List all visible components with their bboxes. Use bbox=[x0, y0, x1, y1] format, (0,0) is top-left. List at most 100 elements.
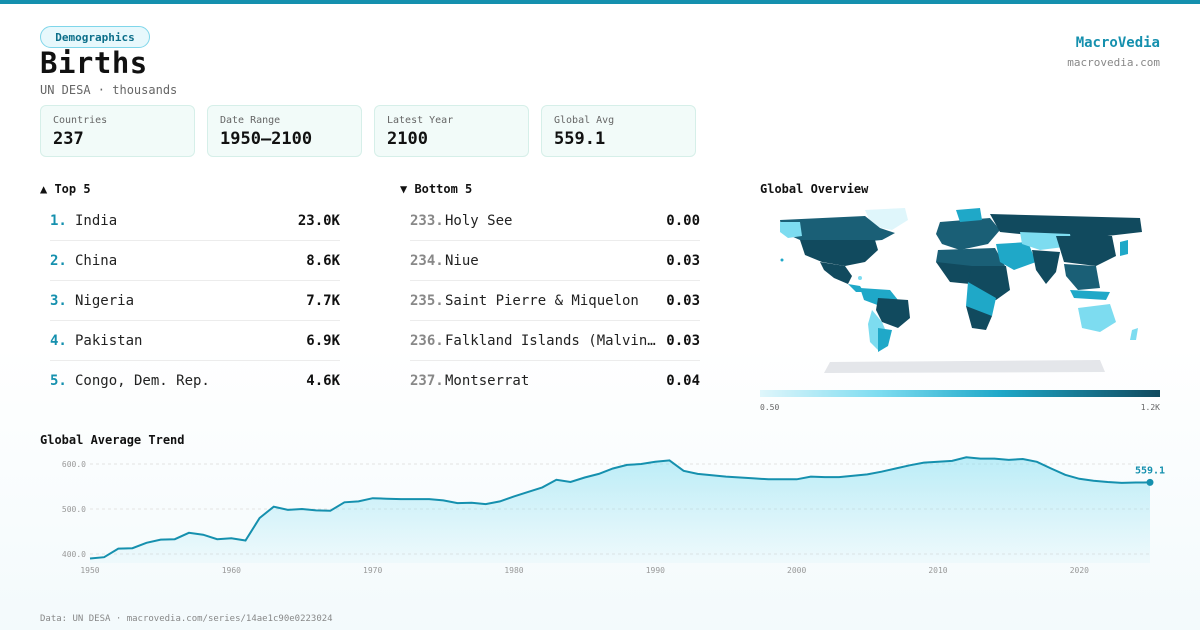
bottom5-row[interactable]: 237. Montserrat 0.04 bbox=[410, 361, 700, 401]
x-tick-label: 2020 bbox=[1070, 566, 1089, 575]
trend-chart[interactable]: 400.0 500.0 600.0 1950 1960 1970 1980 1990 2000 2… bbox=[0, 455, 1200, 580]
map-region-antarctica bbox=[824, 360, 1105, 373]
page-subtitle: UN DESA · thousands bbox=[40, 83, 178, 97]
stat-value: 237 bbox=[53, 129, 84, 149]
stat-card-date-range: Date Range 1950–2100 bbox=[207, 105, 362, 157]
top5-heading: ▲ Top 5 bbox=[40, 182, 91, 196]
rank-number: 235. bbox=[410, 292, 444, 309]
stat-label: Global Avg bbox=[554, 115, 615, 126]
map-region-greenland bbox=[865, 208, 908, 230]
trend-end-dot bbox=[1146, 478, 1154, 486]
map-region-india bbox=[1032, 250, 1060, 284]
x-tick-label: 1960 bbox=[222, 566, 241, 575]
stat-value: 1950–2100 bbox=[220, 129, 313, 149]
country-name: Niue bbox=[445, 252, 479, 269]
map-region-central-america bbox=[848, 284, 864, 292]
country-value: 0.03 bbox=[666, 252, 700, 269]
stat-value: 559.1 bbox=[554, 129, 606, 149]
bottom5-row[interactable]: 235. Saint Pierre & Miquelon 0.03 bbox=[410, 281, 700, 321]
x-tick-label: 1950 bbox=[80, 566, 99, 575]
top5-row[interactable]: 2. China 8.6K bbox=[50, 241, 340, 281]
top5-row[interactable]: 5. Congo, Dem. Rep. 4.6K bbox=[50, 361, 340, 401]
rank-number: 237. bbox=[410, 373, 444, 389]
trend-end-label: 559.1 bbox=[1135, 465, 1165, 476]
rank-number: 233. bbox=[410, 212, 444, 229]
x-tick-label: 1980 bbox=[504, 566, 523, 575]
world-choropleth-map[interactable] bbox=[760, 200, 1160, 385]
color-scale-min: 0.50 bbox=[760, 403, 780, 412]
rank-number: 5. bbox=[50, 373, 67, 389]
country-name: Montserrat bbox=[445, 373, 530, 389]
map-region-southeast-asia bbox=[1064, 264, 1100, 290]
map-region-scandinavia bbox=[956, 208, 982, 222]
top5-row[interactable]: 4. Pakistan 6.9K bbox=[50, 321, 340, 361]
country-name: India bbox=[75, 212, 118, 229]
map-region-hawaii bbox=[780, 258, 784, 262]
rank-number: 234. bbox=[410, 252, 444, 269]
world-map-svg bbox=[780, 208, 1142, 373]
top-accent-bar bbox=[0, 0, 1200, 4]
map-region-europe bbox=[936, 218, 1000, 250]
map-region-china bbox=[1056, 236, 1116, 266]
map-region-new-zealand bbox=[1130, 328, 1138, 340]
map-region-russia bbox=[990, 214, 1142, 238]
map-region-brazil bbox=[876, 298, 910, 328]
map-region-argentina bbox=[878, 328, 892, 352]
top5-row[interactable]: 3. Nigeria 7.7K bbox=[50, 281, 340, 321]
rank-number: 3. bbox=[50, 292, 67, 309]
country-value: 23.0K bbox=[297, 212, 340, 229]
stat-value: 2100 bbox=[387, 129, 428, 149]
map-heading: Global Overview bbox=[760, 182, 869, 196]
rank-number: 2. bbox=[50, 252, 67, 269]
x-tick-label: 1990 bbox=[646, 566, 665, 575]
country-name: Holy See bbox=[445, 212, 513, 229]
x-tick-label: 2000 bbox=[787, 566, 806, 575]
stat-card-global-avg: Global Avg 559.1 bbox=[541, 105, 696, 157]
country-value: 0.04 bbox=[666, 373, 700, 389]
trend-heading: Global Average Trend bbox=[40, 433, 185, 447]
country-name: Pakistan bbox=[75, 332, 143, 349]
trend-area-fill bbox=[90, 457, 1150, 563]
brand-logo[interactable]: MacroVedia bbox=[1075, 35, 1160, 51]
map-region-middle-east bbox=[996, 242, 1036, 270]
stat-card-countries: Countries 237 bbox=[40, 105, 195, 157]
y-tick-label: 400.0 bbox=[62, 550, 86, 559]
country-value: 7.7K bbox=[306, 292, 340, 309]
country-name: Nigeria bbox=[75, 292, 135, 309]
map-region-usa bbox=[800, 240, 878, 266]
bottom5-heading: ▼ Bottom 5 bbox=[400, 182, 473, 196]
map-region-australia bbox=[1078, 304, 1116, 332]
map-color-scale bbox=[760, 390, 1160, 397]
stat-label: Countries bbox=[53, 115, 108, 126]
trend-line bbox=[89, 456, 1151, 560]
rank-number: 4. bbox=[50, 332, 67, 349]
category-badge[interactable]: Demographics bbox=[40, 26, 150, 48]
x-tick-label: 1970 bbox=[363, 566, 382, 575]
country-name: Saint Pierre & Miquelon bbox=[445, 292, 639, 309]
stat-label: Latest Year bbox=[387, 115, 454, 126]
country-value: 0.00 bbox=[666, 212, 700, 229]
country-value: 4.6K bbox=[306, 373, 340, 389]
color-scale-max: 1.2K bbox=[1140, 403, 1160, 412]
map-region-alaska bbox=[780, 222, 802, 238]
top5-row[interactable]: 1. India 23.0K bbox=[50, 201, 340, 241]
map-region-japan bbox=[1120, 240, 1128, 256]
country-name: Falkland Islands (Malvinas) bbox=[445, 332, 657, 349]
map-region-west-africa bbox=[936, 262, 972, 284]
page-title: Births bbox=[40, 46, 148, 80]
brand-url[interactable]: macrovedia.com bbox=[1067, 56, 1160, 69]
stat-label: Date Range bbox=[220, 115, 281, 126]
map-region-canada bbox=[780, 216, 895, 242]
rank-number: 236. bbox=[410, 332, 444, 349]
bottom5-row[interactable]: 234. Niue 0.03 bbox=[410, 241, 700, 281]
bottom5-row[interactable]: 236. Falkland Islands (Malvinas) 0.03 bbox=[410, 321, 700, 361]
map-region-indonesia bbox=[1070, 290, 1110, 300]
country-name: China bbox=[75, 252, 118, 269]
bottom5-row[interactable]: 233. Holy See 0.00 bbox=[410, 201, 700, 241]
country-value: 0.03 bbox=[666, 292, 700, 309]
map-region-mexico bbox=[820, 262, 852, 284]
country-name: Congo, Dem. Rep. bbox=[75, 373, 210, 389]
country-value: 0.03 bbox=[666, 332, 700, 349]
map-region-caribbean bbox=[858, 276, 862, 280]
country-value: 8.6K bbox=[306, 252, 340, 269]
